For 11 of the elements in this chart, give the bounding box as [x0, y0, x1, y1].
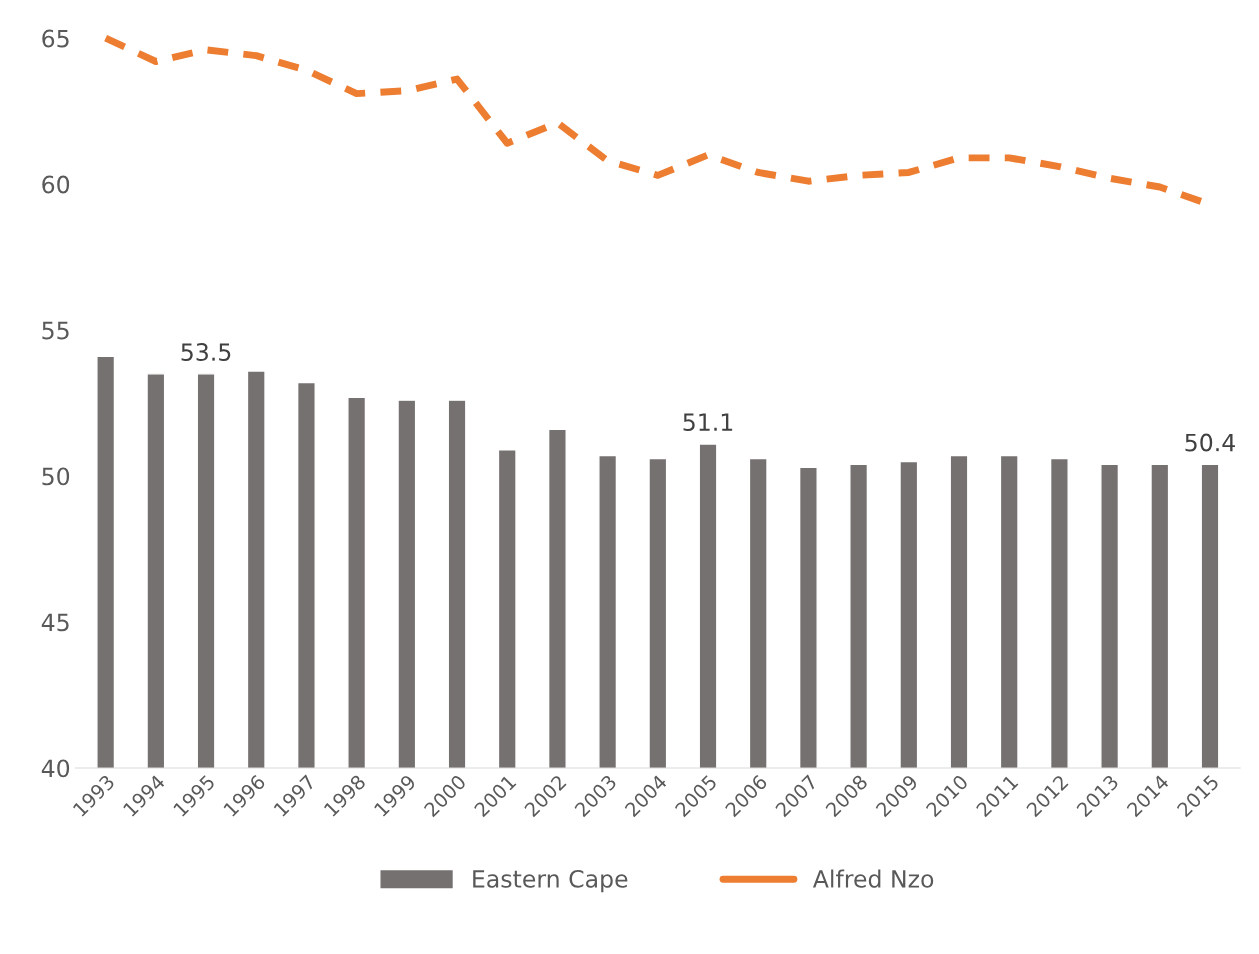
- y-tick-label: 50: [42, 467, 70, 486]
- y-tick-label: 45: [41, 613, 69, 632]
- legend-label: Eastern Cape: [473, 869, 628, 893]
- y-tick-label: 40: [41, 759, 70, 778]
- y-tick-label: 55: [42, 321, 69, 340]
- y-tick-label: 60: [42, 175, 70, 194]
- y-tick-label: 65: [42, 29, 69, 48]
- data-label: 51.1: [683, 413, 733, 432]
- data-label: 53.5: [181, 343, 231, 361]
- legend-label: Alfred Nzo: [812, 869, 934, 888]
- data-label: 50.4: [1185, 433, 1235, 452]
